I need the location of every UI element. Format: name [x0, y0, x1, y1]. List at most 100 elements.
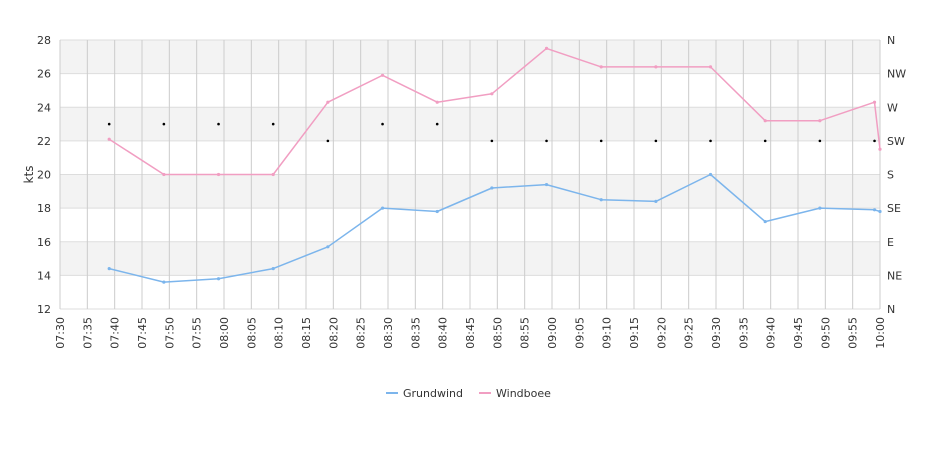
- x-tick-label: 08:25: [355, 317, 368, 349]
- direction-marker: [763, 139, 767, 143]
- data-point-windboee: [162, 172, 166, 177]
- data-point-grundwind: [654, 199, 658, 203]
- x-tick-label: 09:35: [737, 317, 750, 349]
- direction-marker: [162, 122, 166, 126]
- data-point-grundwind: [435, 209, 439, 214]
- x-tick-label: 07:30: [54, 317, 67, 349]
- direction-tick-label: S: [887, 169, 894, 182]
- direction-marker: [217, 122, 220, 126]
- series-line-windboee: [108, 47, 881, 176]
- direction-tick-label: NE: [887, 269, 902, 282]
- legend-label: Windboee: [496, 387, 551, 400]
- x-tick-label: 08:15: [300, 317, 313, 349]
- direction-marker: [873, 139, 876, 143]
- x-tick-label: 09:20: [655, 317, 668, 349]
- data-point-windboee: [818, 119, 822, 123]
- data-point-grundwind: [708, 172, 713, 177]
- x-tick-label: 09:10: [601, 317, 614, 349]
- direction-marker: [818, 139, 822, 143]
- y-tick-label: 22: [37, 135, 51, 148]
- direction-tick-label: SE: [887, 202, 901, 215]
- y-tick-label: 16: [37, 236, 51, 249]
- direction-marker: [545, 139, 548, 143]
- data-point-windboee: [708, 65, 713, 69]
- data-point-grundwind: [872, 208, 877, 212]
- data-point-windboee: [544, 46, 549, 51]
- y-axis-title: kts: [22, 166, 36, 184]
- data-point-windboee: [878, 147, 882, 151]
- data-point-grundwind: [599, 198, 603, 202]
- y-tick-label: 24: [37, 101, 51, 114]
- data-point-windboee: [490, 92, 494, 96]
- y-tick-label: 18: [37, 202, 51, 215]
- x-tick-label: 08:20: [327, 317, 340, 349]
- series-line-grundwind: [109, 173, 881, 283]
- x-tick-label: 09:40: [765, 317, 778, 349]
- x-tick-label: 09:50: [819, 317, 832, 349]
- data-point-windboee: [435, 100, 439, 104]
- x-tick-label: 08:45: [464, 317, 477, 349]
- x-tick-label: 07:55: [191, 317, 204, 349]
- data-point-grundwind: [490, 186, 494, 190]
- data-point-grundwind: [878, 209, 882, 214]
- direction-marker: [490, 139, 494, 143]
- data-point-grundwind: [763, 219, 767, 224]
- x-tick-label: 08:10: [273, 317, 286, 349]
- direction-tick-label: W: [887, 101, 898, 114]
- y-tick-label: 14: [37, 269, 51, 282]
- x-tick-label: 08:50: [491, 317, 504, 349]
- direction-marker: [435, 122, 439, 126]
- x-tick-label: 08:00: [218, 317, 231, 349]
- x-tick-label: 08:35: [409, 317, 422, 349]
- data-point-grundwind: [107, 267, 111, 271]
- data-point-windboee: [599, 65, 603, 69]
- x-tick-label: 10:00: [874, 317, 887, 349]
- y-tick-label: 28: [37, 34, 51, 47]
- data-point-grundwind: [216, 277, 221, 281]
- direction-marker: [654, 139, 658, 143]
- data-point-windboee: [380, 73, 385, 77]
- data-point-windboee: [216, 172, 221, 177]
- direction-marker: [326, 139, 330, 143]
- direction-tick-label: SW: [887, 135, 905, 148]
- data-point-grundwind: [326, 245, 330, 249]
- x-tick-label: 09:45: [792, 317, 805, 349]
- direction-tick-label: E: [887, 236, 894, 249]
- x-tick-label: 08:40: [437, 317, 450, 349]
- y-tick-label: 12: [37, 303, 51, 316]
- x-tick-label: 08:05: [245, 317, 258, 349]
- x-tick-label: 08:30: [382, 317, 395, 349]
- x-tick-label: 09:05: [573, 317, 586, 349]
- data-point-grundwind: [271, 267, 275, 271]
- direction-marker: [709, 139, 712, 143]
- x-tick-label: 07:35: [81, 317, 94, 349]
- data-point-windboee: [872, 100, 877, 104]
- x-tick-label: 07:50: [163, 317, 176, 349]
- data-point-grundwind: [380, 206, 385, 210]
- direction-marker: [381, 122, 384, 126]
- direction-marker: [271, 122, 275, 126]
- data-point-windboee: [326, 100, 330, 104]
- direction-marker: [599, 139, 603, 143]
- y-tick-label: 20: [37, 169, 51, 182]
- direction-tick-label: N: [887, 34, 895, 47]
- direction-marker: [107, 122, 111, 126]
- data-point-grundwind: [544, 182, 549, 187]
- x-tick-label: 09:30: [710, 317, 723, 349]
- data-point-grundwind: [162, 280, 166, 284]
- x-tick-label: 09:15: [628, 317, 641, 349]
- data-point-windboee: [763, 119, 767, 123]
- data-point-grundwind: [818, 206, 822, 210]
- data-point-windboee: [654, 65, 658, 69]
- x-tick-label: 07:40: [109, 317, 122, 349]
- legend-label: Grundwind: [403, 387, 463, 400]
- x-tick-label: 08:55: [519, 317, 532, 349]
- direction-tick-label: NW: [887, 68, 906, 81]
- direction-tick-label: N: [887, 303, 895, 316]
- data-point-windboee: [271, 172, 275, 177]
- x-tick-label: 09:55: [847, 317, 860, 349]
- x-tick-label: 07:45: [136, 317, 149, 349]
- x-tick-label: 09:00: [546, 317, 559, 349]
